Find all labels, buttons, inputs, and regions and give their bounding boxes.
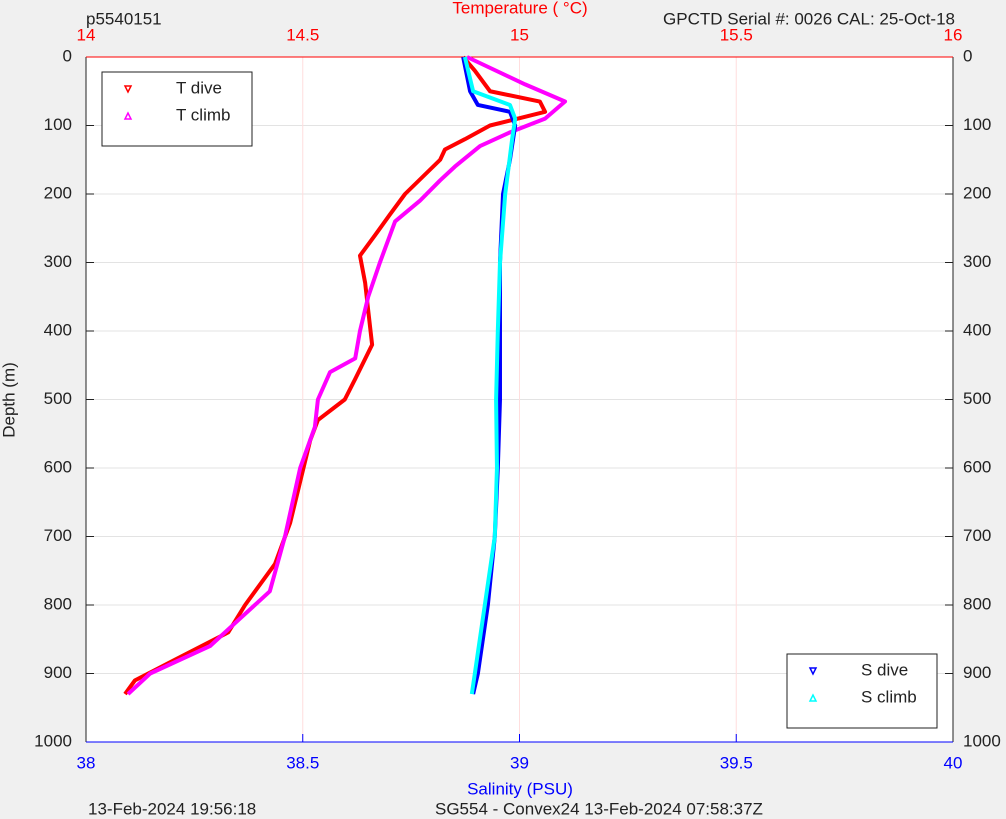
y-tick-label: 800 (44, 594, 72, 613)
legend-marker (808, 667, 818, 676)
y-tick-label: 500 (44, 389, 72, 408)
y-axis-label: Depth (m) (0, 362, 18, 438)
y-tick-label-right: 700 (963, 526, 991, 545)
top-tick-label: 14 (77, 25, 96, 44)
footer-left: 13-Feb-2024 19:56:18 (88, 799, 256, 818)
bottom-tick-label: 38 (77, 753, 96, 772)
chart-subtitle: GPCTD Serial #: 0026 CAL: 25-Oct-18 (663, 9, 955, 28)
y-tick-label-right: 1000 (963, 731, 1001, 750)
y-tick-label-right: 0 (963, 46, 972, 65)
top-tick-label: 16 (944, 25, 963, 44)
y-tick-label-right: 200 (963, 183, 991, 202)
y-tick-label: 200 (44, 183, 72, 202)
y-tick-label: 400 (44, 320, 72, 339)
y-tick-label-right: 300 (963, 252, 991, 271)
footer-right: SG554 - Convex24 13-Feb-2024 07:58:37Z (435, 799, 763, 818)
chart-title: p5540151 (86, 9, 162, 28)
y-tick-label: 900 (44, 663, 72, 682)
legend-label: S climb (861, 687, 917, 706)
y-tick-label-right: 900 (963, 663, 991, 682)
y-tick-label-right: 600 (963, 457, 991, 476)
top-tick-label: 15.5 (720, 25, 753, 44)
legend-label: T dive (176, 78, 222, 97)
bottom-tick-label: 38.5 (286, 753, 319, 772)
y-tick-label: 600 (44, 457, 72, 476)
y-tick-label: 300 (44, 252, 72, 271)
y-tick-label: 100 (44, 115, 72, 134)
bottom-tick-label: 39 (510, 753, 529, 772)
top-axis-label: Temperature ( °C) (452, 0, 587, 17)
y-tick-label-right: 400 (963, 320, 991, 339)
y-tick-label-right: 500 (963, 389, 991, 408)
legend-marker (808, 693, 818, 702)
legend-marker (123, 111, 133, 120)
legend-box (786, 653, 938, 729)
legend-marker (123, 85, 133, 94)
profile-line (462, 56, 518, 695)
y-tick-label-right: 800 (963, 594, 991, 613)
bottom-tick-label: 40 (944, 753, 963, 772)
top-tick-label: 15 (510, 25, 529, 44)
legend-label: S dive (861, 660, 908, 679)
bottom-tick-label: 39.5 (720, 753, 753, 772)
bottom-axis-label: Salinity (PSU) (467, 779, 573, 798)
y-tick-label: 0 (63, 46, 72, 65)
y-tick-label: 1000 (34, 731, 72, 750)
top-tick-label: 14.5 (286, 25, 319, 44)
y-tick-label-right: 100 (963, 115, 991, 134)
legend-label: T climb (176, 105, 230, 124)
y-tick-label: 700 (44, 526, 72, 545)
legend-box (101, 71, 253, 147)
